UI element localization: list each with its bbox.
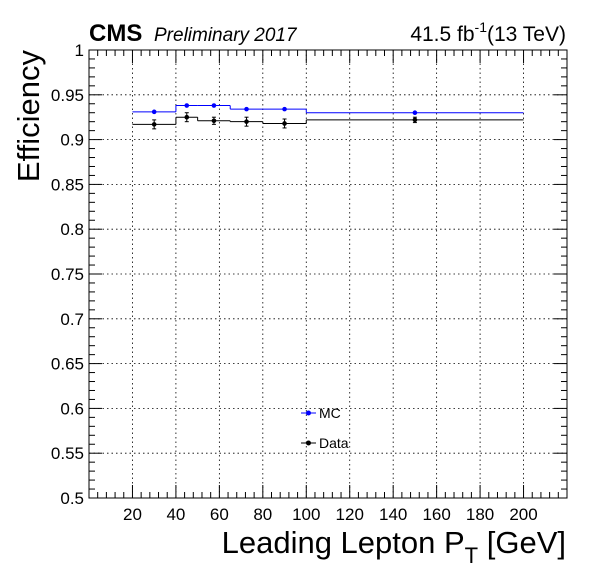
series-data: [132, 112, 524, 130]
series-point: [151, 122, 157, 127]
lumi-value: 41.5 fb: [410, 23, 474, 46]
x-axis-title: Leading Lepton PT [GeV]: [222, 525, 566, 568]
x-axis-title-sub: T: [465, 543, 478, 568]
series-point: [211, 103, 217, 108]
series-mc: [132, 103, 524, 116]
x-tick-label: 40: [166, 505, 185, 524]
series-point: [184, 114, 190, 120]
y-tick-label: 0.75: [51, 265, 84, 284]
legend-data-label: Data: [319, 435, 349, 451]
legend-mc-marker: [306, 410, 311, 416]
y-tick-label: 0.5: [60, 489, 84, 508]
axis-ticks: [89, 49, 567, 499]
x-tick-label: 60: [210, 505, 229, 524]
y-tick-label: 0.55: [51, 444, 84, 463]
x-tick-label: 140: [379, 505, 407, 524]
series-point: [412, 110, 418, 116]
y-tick-label: 0.85: [51, 175, 84, 194]
legend-data-marker: [306, 440, 311, 446]
y-tick-label: 0.8: [60, 220, 84, 239]
lumi-label: 41.5 fb-1(13 TeV): [410, 19, 566, 46]
y-tick-label: 0.6: [60, 399, 84, 418]
cms-label: CMS: [89, 20, 142, 47]
energy-label: (13 TeV): [487, 23, 566, 46]
series-point: [184, 103, 190, 108]
grid: [89, 50, 567, 498]
x-tick-label: 20: [123, 505, 142, 524]
plot-frame: [88, 49, 568, 499]
legend-mc-label: MC: [319, 405, 341, 421]
x-tick-label: 160: [422, 505, 450, 524]
lumi-exponent: -1: [475, 19, 488, 35]
y-tick-label: 0.9: [60, 131, 84, 150]
x-tick-label: 180: [466, 505, 494, 524]
x-axis-title-unit: [GeV]: [478, 525, 566, 560]
x-axis-title-main: Leading Lepton P: [222, 525, 465, 560]
series-point: [211, 118, 217, 124]
x-tick-label: 80: [253, 505, 272, 524]
series-point: [244, 106, 249, 112]
series-point: [282, 106, 287, 112]
y-tick-label: 0.7: [60, 310, 84, 329]
legend: MC Data: [301, 405, 349, 451]
x-tick-label: 100: [292, 505, 320, 524]
preliminary-label: Preliminary 2017: [154, 25, 298, 46]
series-point: [282, 121, 287, 126]
y-tick-label: 0.65: [51, 355, 84, 374]
y-axis-title: Efficiency: [11, 50, 46, 183]
y-tick-label: 0.95: [51, 86, 84, 105]
tick-labels: 20 40 60 80 100 120 140 160 180 200 0.5 0.55 0.6 0.65…: [51, 41, 538, 524]
series-point: [244, 119, 249, 124]
x-tick-label: 200: [509, 505, 537, 524]
series-point: [412, 117, 418, 123]
y-tick-label: 1: [75, 41, 84, 60]
data-series: [132, 103, 524, 130]
x-tick-label: 120: [336, 505, 364, 524]
series-point: [151, 109, 157, 115]
